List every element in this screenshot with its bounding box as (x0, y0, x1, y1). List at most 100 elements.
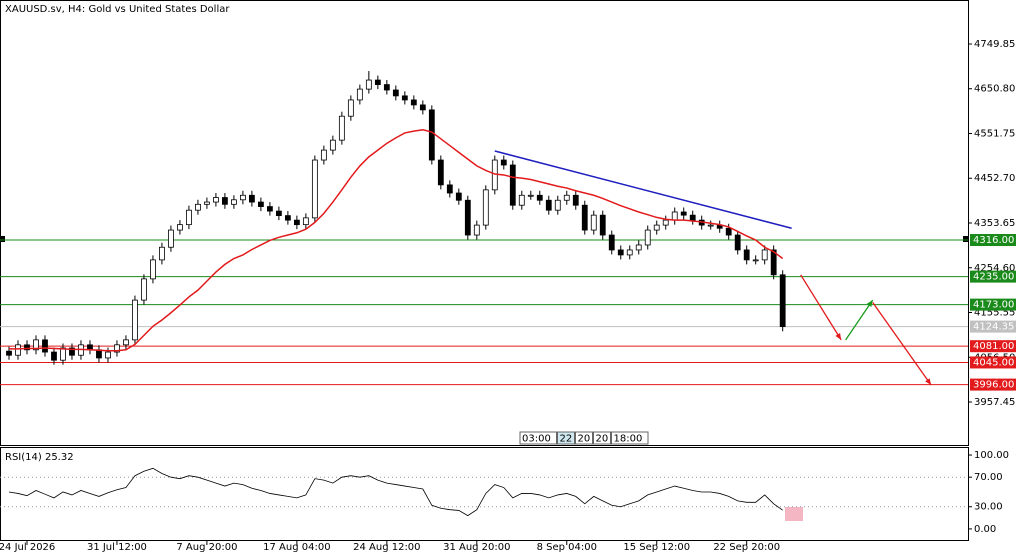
candle-body (599, 214, 606, 236)
candle-body (338, 115, 345, 141)
candle-body (707, 224, 714, 227)
candle-body (284, 215, 291, 221)
candle-body (527, 194, 534, 197)
candle-body (105, 351, 111, 359)
candle-body (671, 211, 678, 221)
candle-body (239, 194, 246, 201)
x-tick-label: 22 Sep 20:00 (713, 542, 780, 553)
candle-body (374, 79, 381, 85)
candle-body (186, 209, 192, 226)
candle-body (518, 194, 525, 206)
candle-body (464, 199, 471, 236)
candle-body (662, 219, 669, 226)
scroll-label: 20 (578, 434, 591, 445)
candle-body (437, 159, 444, 186)
candle-body (626, 249, 633, 256)
moving-average (8, 128, 784, 352)
level-handle (0, 236, 5, 242)
candle-body (213, 197, 219, 203)
level-label: 3996.00 (973, 380, 1014, 391)
arrow-head (925, 378, 932, 386)
candle-body (608, 234, 615, 251)
arrow-head (866, 300, 873, 307)
level-tag (970, 270, 1016, 283)
x-tick-label: 7 Aug 20:00 (176, 542, 237, 553)
candle-body (581, 204, 588, 231)
candle-body (383, 84, 390, 91)
y-tick-label: 70.00 (974, 472, 1003, 483)
candle-body (195, 203, 201, 211)
candle-body (248, 194, 255, 203)
candle-body (320, 149, 327, 161)
scroll-box (593, 431, 611, 445)
candle-body (266, 206, 273, 212)
candle-body (392, 89, 399, 97)
candle-body (33, 339, 39, 351)
y-tick-label: 4650.80 (974, 84, 1015, 95)
y-tick-label: 4254.60 (974, 263, 1015, 274)
candle-body (590, 214, 597, 231)
level-tag (970, 378, 1016, 391)
forecast-arrow (845, 299, 874, 341)
x-tick-label: 8 Sep 04:00 (537, 542, 597, 553)
candle-body (680, 211, 687, 216)
candle-body (6, 350, 12, 356)
rsi-panel (0, 447, 969, 541)
y-tick-label: 4155.55 (974, 308, 1015, 319)
level-tag (970, 340, 1016, 353)
candle-body (51, 351, 57, 361)
candle-body (123, 339, 129, 346)
x-tick-label: 17 Aug 04:00 (263, 542, 330, 553)
candle-body (482, 189, 489, 226)
candle-body (563, 194, 570, 201)
x-tick-label: 31 Jul 12:00 (87, 542, 147, 553)
candle-body (545, 199, 552, 211)
candle-body (168, 229, 174, 248)
chart-title: XAUUSD.sv, H4: Gold vs United States Dol… (5, 4, 230, 15)
y-tick-label: 0.00 (974, 524, 996, 535)
scroll-label: 18:00 (614, 434, 643, 445)
candle-body (231, 199, 237, 205)
candle-body (69, 347, 75, 356)
forecast-arrow (800, 274, 842, 341)
y-tick-label: 4551.75 (974, 128, 1015, 139)
candle-body (473, 224, 480, 236)
y-tick-label: 30.00 (974, 502, 1003, 513)
candle-body (536, 194, 543, 201)
candle-body (159, 246, 165, 261)
level-label: 4081.00 (973, 341, 1014, 352)
candle-body (419, 104, 426, 111)
scroll-box (519, 431, 557, 445)
y-tick-label: 100.00 (974, 450, 1009, 461)
candle-body (455, 192, 462, 201)
candle-body (410, 99, 417, 106)
scroll-label: 20 (596, 434, 609, 445)
y-tick-label: 4749.85 (974, 39, 1015, 50)
candle-body (761, 249, 768, 261)
candle-body (302, 217, 309, 226)
x-tick-label: 15 Sep 12:00 (623, 542, 690, 553)
candle-body (725, 227, 732, 236)
arrow-head (835, 332, 842, 340)
scroll-label: 22 (560, 434, 573, 445)
level-handle (963, 236, 968, 242)
level-label: 4316.00 (973, 235, 1014, 246)
candle-body (500, 159, 507, 166)
candle-body (150, 259, 156, 280)
candle-body (446, 184, 453, 194)
y-tick-label: 4452.70 (974, 173, 1015, 184)
candle-body (42, 339, 48, 353)
rsi-title: RSI(14) 25.32 (5, 452, 74, 463)
candle-body (60, 347, 66, 361)
candle-body (132, 299, 138, 341)
candle-body (177, 224, 183, 231)
current-price-tag (970, 320, 1016, 333)
candle-body (743, 249, 750, 261)
candle-body (204, 201, 210, 205)
candle-body (311, 159, 318, 219)
rsi-marker (785, 507, 803, 521)
scroll-box (611, 431, 649, 445)
scroll-box (557, 431, 575, 445)
candle-body (15, 344, 21, 356)
